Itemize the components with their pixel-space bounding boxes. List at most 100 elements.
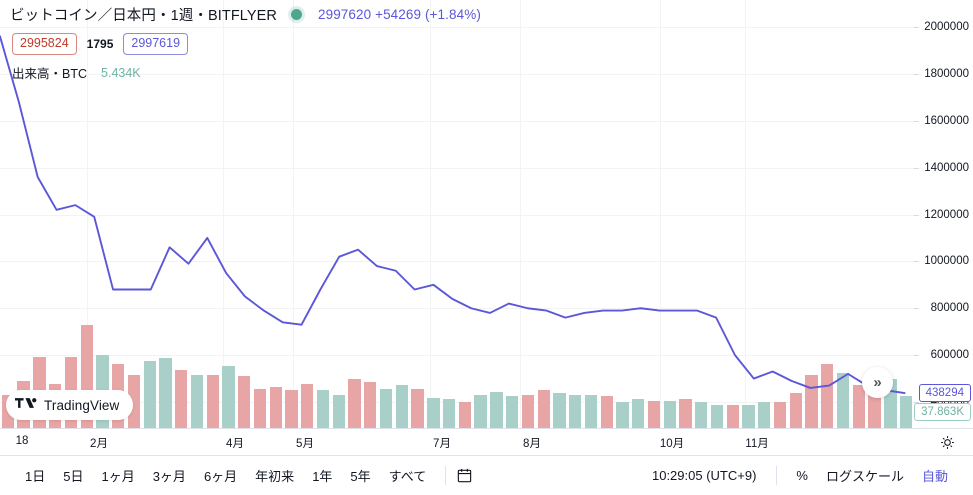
volume-bar (537, 390, 550, 428)
volume-bar (316, 390, 330, 428)
log-scale-button[interactable]: ログスケール (825, 469, 904, 484)
volume-bar (379, 388, 393, 428)
price-axis-tick: 1200000 (924, 208, 969, 221)
chart-legend-header: ビットコイン／日本円・1週・BITFLYER 2997620 +54269 (+… (10, 4, 481, 25)
quote-summary: 2997620 +54269 (+1.84%) (317, 7, 481, 22)
volume-bar (679, 399, 692, 428)
range-button[interactable]: 1ヶ月 (101, 469, 135, 484)
price-axis-tick: 1000000 (924, 255, 969, 268)
volume-bar (269, 387, 282, 428)
price-line-path (0, 35, 906, 394)
volume-bar (222, 365, 235, 428)
double-chevron-right-icon: » (873, 374, 882, 391)
range-button[interactable]: 5日 (63, 469, 84, 484)
scroll-to-realtime-button[interactable]: » (862, 367, 893, 398)
tradingview-watermark: TradingView (6, 390, 134, 420)
volume-bar (836, 373, 850, 428)
volume-bar (899, 396, 913, 428)
calendar-icon[interactable] (456, 467, 473, 484)
current-price-label: 438294 (918, 384, 971, 402)
time-axis-tick: 10月 (659, 438, 685, 450)
percent-scale-button[interactable]: % (796, 468, 808, 483)
volume-bar (143, 361, 156, 428)
gridline-horizontal (0, 120, 914, 122)
volume-bar (789, 393, 802, 428)
volume-bar (584, 394, 598, 428)
price-axis-tick: 1600000 (924, 114, 969, 127)
range-button[interactable]: 5年 (350, 469, 371, 484)
gridline-vertical (87, 0, 88, 428)
toolbar-divider-1 (445, 466, 447, 485)
range-button[interactable]: 1日 (25, 469, 46, 484)
bottom-toolbar: 1日 5日 1ヶ月 3ヶ月 6ヶ月 年初来 1年 5年 すべて 10:29:05 (UTC+9)… (0, 455, 973, 495)
price-axis-tick: 600000 (930, 349, 969, 362)
gridline-horizontal (0, 261, 914, 263)
range-button[interactable]: 6ヶ月 (203, 469, 238, 484)
volume-bar (458, 402, 471, 428)
volume-bar (521, 394, 535, 428)
price-tick-dash (914, 355, 919, 357)
tradingview-watermark-label: TradingView (44, 397, 120, 413)
toolbar-divider-2 (776, 466, 778, 485)
price-tick-dash (914, 120, 919, 122)
clock-display[interactable]: 10:29:05 (UTC+9) (651, 468, 757, 483)
volume-bar (647, 400, 661, 428)
volume-bar (506, 396, 519, 428)
range-button[interactable]: 3ヶ月 (152, 469, 186, 484)
volume-bar (332, 394, 345, 428)
volume-bar (852, 385, 865, 428)
volume-bar (773, 402, 787, 428)
price-delta-value: 1795 (86, 36, 114, 51)
gridline-vertical (223, 0, 224, 428)
time-axis[interactable]: 18 2月 4月 5月 7月 8月 10月 11月 (0, 428, 973, 455)
tradingview-logo-icon (15, 395, 37, 416)
volume-bar (301, 383, 314, 428)
price-tick-dash (914, 261, 919, 263)
price-line-series (0, 35, 906, 394)
gear-icon[interactable] (940, 435, 955, 455)
low-price-pill: 2995824 (12, 33, 77, 55)
volume-bar (411, 388, 424, 428)
volume-legend: 出来高・BTC 5.434K (12, 63, 141, 82)
symbol-title[interactable]: ビットコイン／日本円・1週・BITFLYER (10, 8, 277, 24)
volume-bar (695, 402, 708, 428)
range-button[interactable]: 年初来 (255, 469, 295, 484)
volume-bar (206, 374, 219, 428)
time-axis-tick: 4月 (226, 438, 244, 450)
auto-scale-button[interactable]: 自動 (921, 469, 948, 484)
volume-bar (364, 382, 377, 428)
volume-bar (190, 374, 204, 428)
gridline-horizontal (0, 167, 914, 169)
time-axis-tick: 5月 (296, 438, 314, 450)
price-axis-tick: 800000 (930, 302, 969, 315)
volume-bar (127, 374, 141, 428)
gridline-vertical (745, 0, 746, 428)
toolbar-right-group: 10:29:05 (UTC+9) % ログスケール 自動 (642, 462, 973, 489)
time-axis-tick: 11月 (745, 438, 769, 450)
volume-legend-value: 5.434K (101, 65, 141, 80)
volume-bar (632, 399, 645, 428)
gridline-vertical (520, 0, 521, 428)
volume-bar (553, 393, 566, 428)
range-button[interactable]: すべて (388, 469, 427, 484)
price-tick-dash (914, 214, 919, 216)
price-axis[interactable]: 2000000 1800000 1600000 1400000 1200000 10000… (914, 0, 973, 428)
price-axis-tick: 2000000 (924, 21, 969, 33)
gridline-horizontal (0, 27, 914, 28)
volume-legend-label[interactable]: 出来高・BTC (12, 67, 88, 81)
volume-bar (348, 379, 361, 428)
price-tick-dash (914, 27, 919, 28)
ohlc-pill-row: 2995824 1795 2997619 (12, 33, 189, 55)
range-button[interactable]: 1年 (312, 469, 333, 484)
price-tick-dash (914, 402, 919, 403)
price-axis-tick: 1400000 (924, 161, 969, 174)
volume-bar (285, 390, 298, 428)
time-axis-tick: 2月 (90, 438, 108, 450)
gridline-horizontal (0, 308, 914, 310)
gridline-vertical (430, 0, 431, 428)
volume-bar (253, 388, 267, 428)
volume-bar (821, 364, 834, 428)
volume-bar (600, 396, 613, 428)
time-axis-tick: 18 (15, 435, 29, 447)
price-tick-dash (914, 167, 919, 169)
